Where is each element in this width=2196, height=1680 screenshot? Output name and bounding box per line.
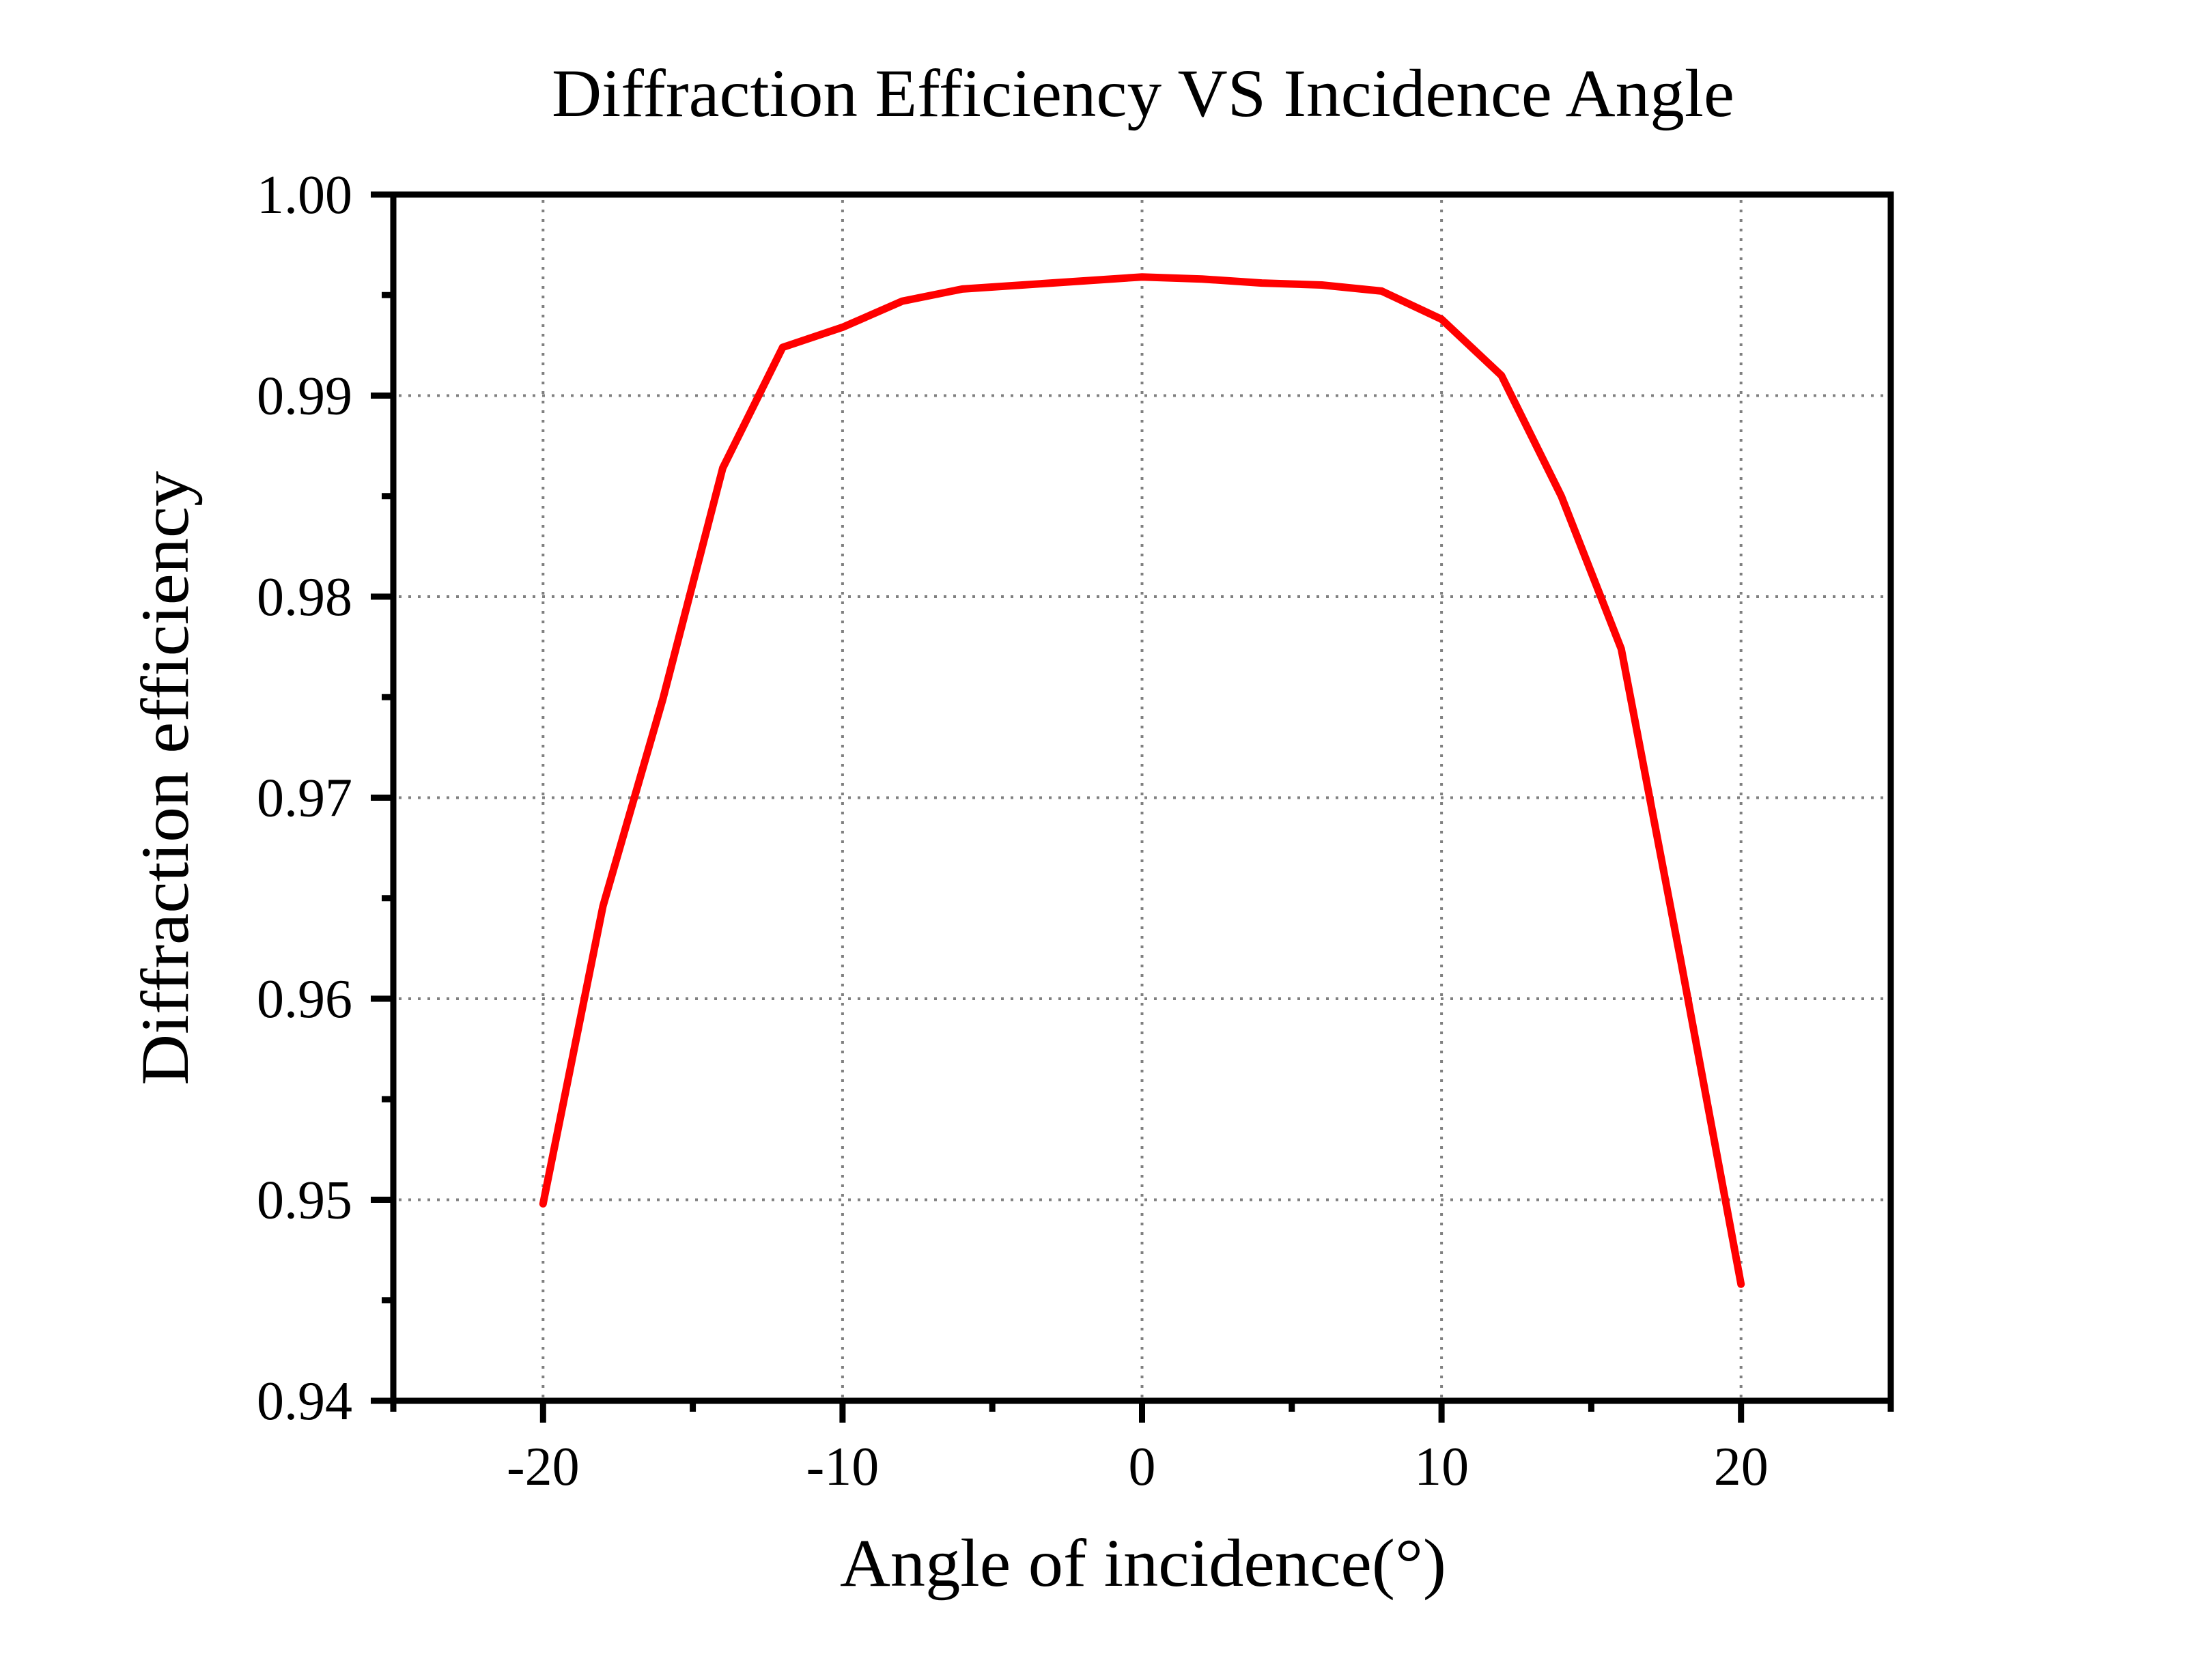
- x-tick-label: -20: [507, 1437, 580, 1497]
- x-axis: -20 -10 0 10 20: [390, 1401, 1894, 1497]
- y-tick-label: 0.94: [257, 1371, 352, 1432]
- series-layer: [539, 273, 1745, 1288]
- series-line: [539, 273, 1745, 1288]
- x-tick-label: 10: [1414, 1437, 1469, 1497]
- y-tick-label: 0.98: [257, 567, 352, 627]
- y-axis-label: Diffraction efficiency: [127, 471, 203, 1085]
- y-tick-label: 0.96: [257, 969, 352, 1029]
- x-tick-label: -10: [806, 1437, 879, 1497]
- x-tick-label: 20: [1714, 1437, 1769, 1497]
- y-tick-label: 0.97: [257, 769, 352, 829]
- y-tick-label: 0.95: [257, 1171, 352, 1231]
- y-tick-label: 1.00: [257, 165, 352, 225]
- x-tick-label: 0: [1129, 1437, 1156, 1497]
- x-axis-label: Angle of incidence(°): [840, 1525, 1446, 1601]
- y-axis: 0.94 0.95 0.96 0.97 0.98 0.99 1.00: [257, 165, 393, 1432]
- chart-title: Diffraction Efficiency VS Incidence Angl…: [552, 55, 1734, 131]
- y-tick-label: 0.99: [257, 367, 352, 427]
